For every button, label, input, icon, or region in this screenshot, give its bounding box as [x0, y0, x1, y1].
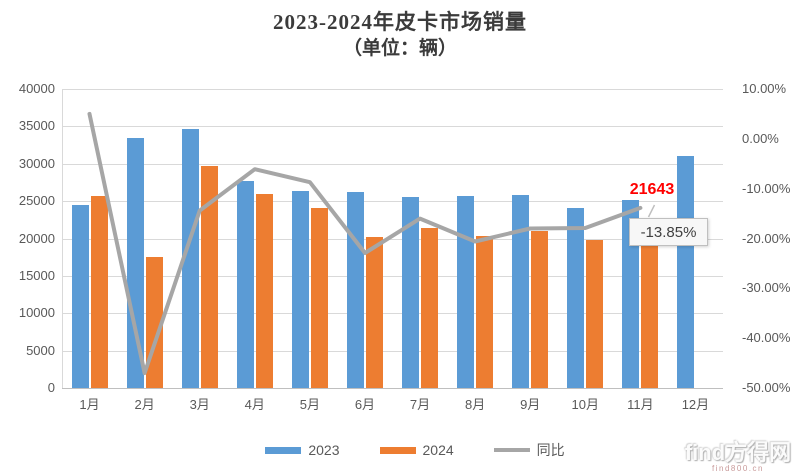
bar-2023-4月: [236, 180, 254, 388]
bar-2023-9月: [512, 195, 530, 388]
bar-2023-5月: [291, 190, 309, 388]
bar-2024-11月: [641, 226, 659, 388]
bar-2023-3月: [181, 128, 199, 388]
bar-2024-9月: [531, 231, 549, 388]
chart-title-subtitle: （单位：辆）: [342, 38, 457, 59]
primary-axis-tick-label: 20000: [18, 230, 55, 246]
x-axis-label-8月: 8月: [465, 397, 486, 412]
legend-swatch-2024: [379, 446, 416, 454]
x-axis-label-7月: 7月: [409, 397, 431, 412]
chart-legend: 2023 2024 同比: [0, 440, 800, 460]
bar-2024-8月: [476, 235, 494, 388]
secondary-axis-tick-label: 0.00%: [742, 130, 779, 146]
primary-axis-tick-label: 15000: [18, 267, 55, 283]
bar-group-3月: [172, 89, 227, 388]
x-axis-label-4月: 4月: [244, 397, 265, 412]
watermark: find方得网 find800.cn: [679, 442, 797, 472]
primary-axis-tick-label: 0: [47, 380, 55, 395]
bar-group-2月: [117, 89, 172, 388]
bar-2024-4月: [255, 193, 273, 388]
secondary-axis-tick-label: -40.00%: [742, 330, 791, 346]
x-axis-label-1月: 1月: [79, 397, 100, 412]
x-axis-label-12月: 12月: [681, 397, 710, 412]
plot-area: [62, 89, 723, 389]
bar-2023-6月: [346, 192, 364, 388]
bar-group-9月: [503, 89, 558, 388]
bar-2024-7月: [421, 228, 439, 388]
x-axis-label-5月: 5月: [299, 397, 320, 412]
legend-label-yoy: 同比: [536, 442, 565, 458]
november-value-label: 21643: [629, 181, 675, 198]
bar-2024-2月: [145, 257, 163, 388]
bar-group-8月: [448, 89, 503, 388]
bar-2024-3月: [200, 166, 218, 388]
legend-label-2024: 2024: [422, 442, 454, 458]
secondary-axis-tick-label: -30.00%: [742, 280, 791, 296]
secondary-axis-tick-label: -10.00%: [742, 180, 791, 196]
legend-item-2023: 2023: [265, 442, 340, 458]
chart-title-line1: 2023-2024年皮卡市场销量: [273, 10, 527, 34]
primary-axis-tick-label: 5000: [26, 342, 55, 358]
bar-group-5月: [282, 89, 337, 388]
x-axis-label-3月: 3月: [189, 397, 210, 412]
legend-label-2023: 2023: [308, 442, 340, 458]
secondary-axis-tick-label: 10.00%: [742, 81, 787, 96]
bar-2023-1月: [71, 204, 89, 388]
bar-2024-1月: [90, 195, 108, 388]
bar-2024-6月: [365, 237, 383, 388]
x-axis-label-9月: 9月: [520, 397, 541, 412]
bar-2023-12月: [677, 156, 695, 388]
watermark-logo-find: find: [684, 440, 726, 465]
bar-2023-7月: [402, 197, 420, 388]
bar-2023-8月: [457, 195, 475, 388]
watermark-brand: 方得网: [725, 440, 792, 465]
bar-group-12月: [668, 89, 723, 388]
yoy-tooltip: -13.85%: [629, 218, 708, 246]
x-axis-label-2月: 2月: [134, 397, 155, 412]
primary-axis-tick-label: 10000: [18, 305, 55, 321]
bar-2024-10月: [586, 240, 604, 388]
x-axis-label-11月: 11月: [627, 397, 654, 412]
bar-group-6月: [337, 89, 392, 388]
chart-title: 2023-2024年皮卡市场销量 （单位：辆）: [0, 9, 800, 62]
bar-group-10月: [558, 89, 613, 388]
primary-axis-tick-label: 40000: [18, 81, 55, 96]
primary-axis-tick-label: 30000: [18, 155, 55, 171]
bar-group-1月: [62, 89, 117, 388]
secondary-axis-tick-label: -50.00%: [742, 380, 791, 395]
x-axis-label-6月: 6月: [354, 397, 376, 412]
legend-swatch-2023: [265, 446, 302, 454]
legend-swatch-yoy-line: [493, 448, 530, 452]
x-axis-label-10月: 10月: [571, 397, 600, 412]
bar-2023-2月: [126, 138, 144, 388]
gridline: [62, 89, 723, 90]
x-axis: 1月 2月 3月 4月 5月 6月 7月 8月 9月 10月 11月 12月: [62, 394, 723, 412]
watermark-domain: find800.cn: [712, 464, 764, 472]
legend-item-yoy: 同比: [493, 440, 565, 460]
bar-2024-5月: [310, 207, 328, 388]
primary-axis-tick-label: 25000: [18, 193, 55, 209]
secondary-axis-tick-label: -20.00%: [742, 230, 791, 246]
bar-group-4月: [227, 89, 282, 388]
watermark-logo: find方得网: [679, 442, 797, 464]
primary-axis-tick-label: 35000: [18, 118, 55, 134]
bar-group-7月: [393, 89, 448, 388]
bar-2023-10月: [567, 207, 585, 388]
legend-item-2024: 2024: [379, 442, 454, 458]
x-axis-line: [62, 388, 723, 389]
y-axis-line: [62, 89, 63, 388]
